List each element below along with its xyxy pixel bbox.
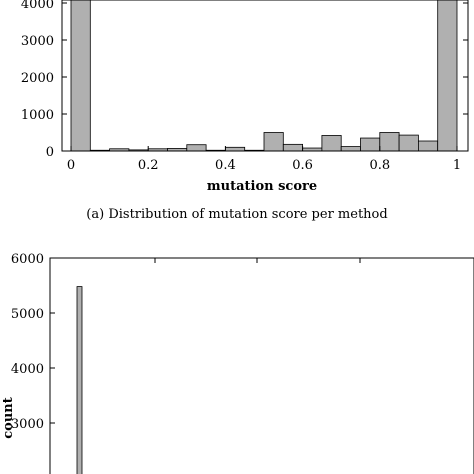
chart-b-y-axis-label: count (1, 397, 16, 439)
chart-a-frame (61, 0, 469, 152)
chart-b-y-tick-label: 3000 (11, 417, 44, 432)
chart-a-bar (437, 0, 458, 152)
chart-b-top-ticks (154, 258, 361, 263)
chart-a-bar (321, 135, 342, 152)
chart-a-bar (360, 137, 381, 152)
chart-b-frame (49, 257, 474, 474)
chart-a-y-ticks: 0 1000 2000 3000 4000 (21, 0, 468, 160)
chart-a-x-tick-label: 1 (453, 158, 461, 173)
chart-a-x-ticks: 0 0.2 0.4 0.6 0.8 1 (67, 146, 461, 173)
chart-b-y-ticks: 3000 4000 5000 6000 (11, 252, 55, 432)
chart-a-y-tick-label: 3000 (21, 34, 54, 49)
chart-a-x-tick-label: 0.2 (138, 158, 159, 173)
chart-a-bar (282, 143, 303, 152)
chart-a-bar (263, 132, 284, 152)
chart-b-y-tick-label: 6000 (11, 252, 44, 267)
chart-a-y-tick-label: 2000 (21, 71, 54, 86)
chart-a-x-tick-label: 0 (67, 158, 75, 173)
chart-b-bar (76, 286, 83, 474)
chart-b-y-tick-label: 4000 (11, 362, 44, 377)
chart-a-bar (417, 140, 439, 152)
chart-a-bar (340, 146, 361, 152)
chart-a-bar (379, 132, 400, 152)
chart-a-x-axis-label: mutation score (207, 179, 317, 194)
chart-b-bars (76, 286, 83, 474)
chart-a-y-tick-label: 1000 (21, 108, 54, 123)
chart-b: 3000 4000 5000 6000 count (1, 252, 474, 474)
chart-a-bar (186, 144, 207, 152)
chart-a-y-tick-label: 0 (46, 145, 54, 160)
chart-b-y-tick-label: 5000 (11, 307, 44, 322)
chart-a-x-tick-label: 0.8 (369, 158, 390, 173)
chart-a-caption: (a) Distribution of mutation score per m… (86, 207, 387, 222)
chart-a-bar (70, 0, 91, 152)
chart-a-x-tick-label: 0.6 (292, 158, 313, 173)
chart-a-y-tick-label: 4000 (21, 0, 54, 12)
chart-a-bar (224, 146, 246, 152)
chart-a-bar (398, 134, 419, 152)
chart-a-bars (70, 0, 458, 152)
chart-a: 0 1000 2000 3000 4000 0 0.2 0.4 0.6 0.8 1 mutatio… (21, 0, 469, 194)
chart-a-x-tick-label: 0.4 (215, 158, 236, 173)
